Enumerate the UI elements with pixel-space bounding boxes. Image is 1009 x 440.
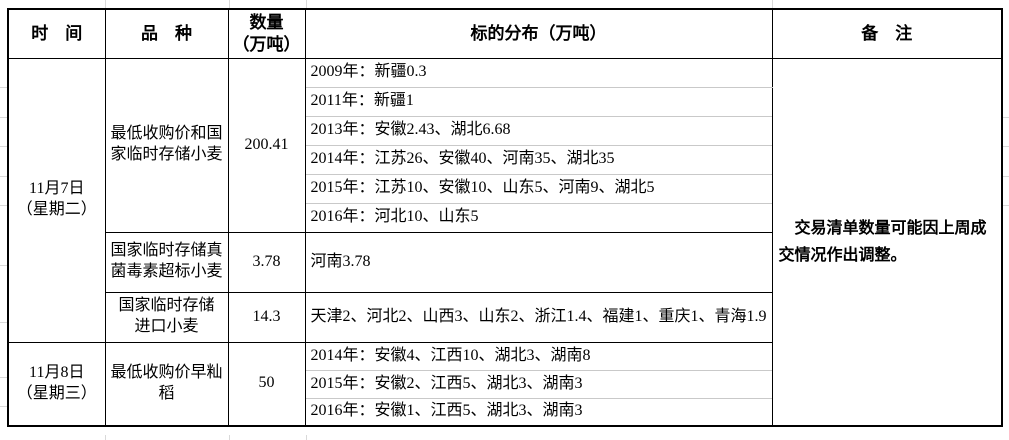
table-row: 2011年：新疆1 — [8, 86, 1002, 117]
header-row: 时 间 品 种 数量 （万吨） 标的分布（万吨） 备 注 — [7, 8, 1003, 59]
cell-quantity-rice: 50 — [227, 341, 306, 427]
cell-dist-wheat-2014: 2014年：江苏26、安徽40、河南35、湖北35 — [304, 144, 773, 175]
cell-dist-wheat-2015: 2015年：江苏10、安徽10、山东5、河南9、湖北5 — [304, 173, 773, 204]
header-distribution: 标的分布（万吨） — [304, 8, 773, 59]
gridline-stub — [229, 0, 230, 8]
cell-dist-wheat-2016: 2016年：河北10、山东5 — [304, 202, 773, 233]
header-remark: 备 注 — [771, 8, 1003, 59]
cell-dist-wheat-toxin: 河南3.78 — [304, 231, 773, 293]
cell-dist-wheat-2009: 2009年：新疆0.3 — [304, 57, 773, 88]
cell-quantity-wheat-import: 14.3 — [227, 291, 306, 343]
cell-quantity-wheat-toxin: 3.78 — [227, 231, 306, 293]
table-row: 11月7日 （星期二） 最低收购价和国 家临时存储小麦 200.41 2009年… — [7, 57, 1003, 427]
table-row: 2013年：安徽2.43、湖北6.68 — [8, 115, 1002, 146]
gridline-stub — [105, 435, 106, 440]
header-variety: 品 种 — [104, 8, 229, 59]
gridline-stub — [0, 205, 7, 206]
cell-dist-wheat-2013: 2013年：安徽2.43、湖北6.68 — [304, 115, 773, 146]
table-row: 11月8日 （星期三） 最低收购价早籼 稻 50 2014年：安徽4、江西10、… — [7, 341, 1002, 427]
gridline-stub — [0, 87, 7, 88]
gridline-stub — [0, 406, 7, 407]
gridline-stub — [306, 435, 307, 440]
gridline-stub — [1003, 176, 1009, 177]
cell-dist-rice-2014: 2014年：安徽4、江西10、湖北3、湖南8 — [304, 341, 773, 371]
gridline-stub — [1003, 146, 1009, 147]
cell-quantity-wheat-main: 200.41 — [227, 57, 306, 233]
gridline-stub — [306, 0, 307, 8]
cell-dist-rice-2015: 2015年：安徽2、江西5、湖北3、湖南3 — [304, 369, 773, 399]
cell-remark: 交易清单数量可能因上周成交情况作出调整。 — [771, 57, 1003, 427]
gridline-stub — [1003, 117, 1009, 118]
cell-variety-wheat-main: 最低收购价和国 家临时存储小麦 — [104, 57, 229, 233]
auction-schedule-table: 时 间 品 种 数量 （万吨） 标的分布（万吨） 备 注 11月7日 （星期二）… — [7, 8, 1003, 427]
gridline-stub — [0, 117, 7, 118]
gridline-stub — [772, 0, 773, 8]
cell-variety-wheat-import: 国家临时存储 进口小麦 — [104, 291, 229, 343]
cell-variety-wheat-toxin: 国家临时存储真 菌毒素超标小麦 — [104, 231, 229, 293]
gridline-stub — [0, 176, 7, 177]
cell-dist-wheat-import: 天津2、河北2、山西3、山东2、浙江1.4、福建1、重庆1、青海1.9 — [304, 291, 773, 343]
gridline-stub — [0, 265, 7, 266]
cell-dist-rice-2016: 2016年：安徽1、江西5、湖北3、湖南3 — [304, 397, 773, 427]
cell-variety-rice: 最低收购价早籼 稻 — [104, 341, 229, 427]
gridline-stub — [229, 435, 230, 440]
header-quantity: 数量 （万吨） — [227, 8, 306, 59]
cell-dist-wheat-2011: 2011年：新疆1 — [304, 86, 773, 117]
gridline-stub — [1003, 205, 1009, 206]
gridline-stub — [0, 377, 7, 378]
cell-time-day1: 11月7日 （星期二） — [7, 57, 106, 343]
header-time: 时 间 — [7, 8, 106, 59]
cell-time-day2: 11月8日 （星期三） — [7, 341, 106, 427]
table-row: 2015年：江苏10、安徽10、山东5、河南9、湖北5 — [8, 173, 1002, 204]
gridline-stub — [0, 146, 7, 147]
table-row: 国家临时存储真 菌毒素超标小麦 3.78 河南3.78 — [8, 231, 1002, 293]
table-row: 2016年：安徽1、江西5、湖北3、湖南3 — [8, 397, 1002, 427]
table-row: 2016年：河北10、山东5 — [8, 202, 1002, 233]
gridline-stub — [0, 322, 7, 323]
gridline-stub — [105, 0, 106, 8]
